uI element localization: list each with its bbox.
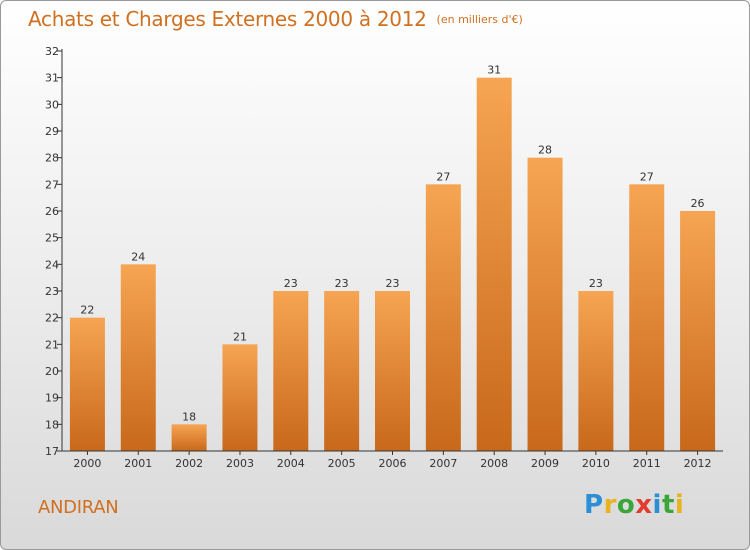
chart-title: Achats et Charges Externes 2000 à 2012 (e… — [28, 7, 523, 31]
bar-2001 — [120, 264, 156, 451]
logo-letter: x — [635, 490, 653, 520]
bar-2007 — [425, 184, 461, 452]
y-axis: 17 18 19 20 21 22 23 24 25 26 27 28 29 30 31 32 — [45, 45, 63, 458]
data-label-2004: 23 — [284, 277, 298, 290]
bar-2008 — [476, 77, 512, 452]
logo-letter: P — [584, 490, 604, 520]
x-tick-label: 2005 — [328, 457, 356, 470]
proxiti-logo[interactable]: Proxiti — [584, 490, 684, 520]
y-tick-label: 19 — [45, 392, 59, 405]
bar-2010 — [578, 291, 614, 451]
bar-2012 — [680, 211, 716, 451]
y-tick-label: 23 — [45, 285, 59, 298]
logo-letter: r — [603, 490, 617, 520]
bar-2009 — [527, 157, 563, 451]
bar-2005 — [324, 291, 360, 451]
bar-2004 — [273, 291, 309, 451]
logo-letter: o — [616, 490, 636, 520]
data-label-2006: 23 — [386, 277, 400, 290]
commune-name: ANDIRAN — [38, 497, 119, 518]
x-tick-label: 2008 — [480, 457, 508, 470]
y-tick-label: 24 — [45, 258, 59, 271]
data-label-2009: 28 — [538, 144, 552, 157]
x-axis: 2000 2001 2002 2003 2004 2005 2006 2007 2008 2009… — [62, 450, 723, 470]
data-label-2012: 26 — [691, 197, 705, 210]
data-label-2000: 22 — [80, 304, 94, 317]
x-tick-label: 2003 — [226, 457, 254, 470]
data-label-2007: 27 — [436, 170, 450, 183]
data-label-2008: 31 — [487, 64, 501, 77]
bar-2011 — [629, 184, 665, 452]
logo-letter: t — [661, 490, 675, 520]
data-label-2005: 23 — [335, 277, 349, 290]
y-tick-label: 17 — [45, 445, 59, 458]
chart-unit: (en milliers d'€) — [436, 13, 523, 26]
data-label-2002: 18 — [182, 410, 196, 423]
bar-2003 — [222, 344, 258, 451]
x-tick-label: 2009 — [531, 457, 559, 470]
y-tick-label: 22 — [45, 312, 59, 325]
data-label-2010: 23 — [589, 277, 603, 290]
data-label-2003: 21 — [233, 330, 247, 343]
y-tick-label: 21 — [45, 338, 59, 351]
x-tick-label: 2007 — [429, 457, 457, 470]
y-tick-label: 31 — [45, 72, 59, 85]
y-tick-label: 29 — [45, 125, 59, 138]
x-tick-label: 2010 — [582, 457, 610, 470]
bar-2000 — [69, 317, 105, 451]
data-label-2001: 24 — [131, 250, 145, 263]
y-tick-label: 30 — [45, 98, 59, 111]
x-tick-label: 2011 — [633, 457, 661, 470]
x-tick-label: 2000 — [73, 457, 101, 470]
chart-title-text: Achats et Charges Externes 2000 à 2012 — [28, 7, 427, 31]
bar-2002 — [171, 424, 207, 451]
y-tick-label: 26 — [45, 205, 59, 218]
y-tick-label: 32 — [45, 45, 59, 58]
x-tick-label: 2012 — [684, 457, 712, 470]
y-tick-label: 20 — [45, 365, 59, 378]
logo-letter: i — [652, 490, 662, 520]
data-label-2011: 27 — [640, 170, 654, 183]
x-tick-label: 2001 — [124, 457, 152, 470]
x-tick-label: 2004 — [277, 457, 305, 470]
x-tick-label: 2002 — [175, 457, 203, 470]
bar-2006 — [375, 291, 410, 451]
y-tick-label: 28 — [45, 152, 59, 165]
y-tick-label: 25 — [45, 232, 59, 245]
logo-letter: i — [674, 490, 685, 520]
x-tick-label: 2006 — [379, 457, 407, 470]
y-tick-label: 18 — [45, 418, 59, 431]
y-tick-label: 27 — [45, 178, 59, 191]
bars-group: 22 24 18 21 23 23 23 27 31 28 23 27 26 — [69, 64, 716, 452]
